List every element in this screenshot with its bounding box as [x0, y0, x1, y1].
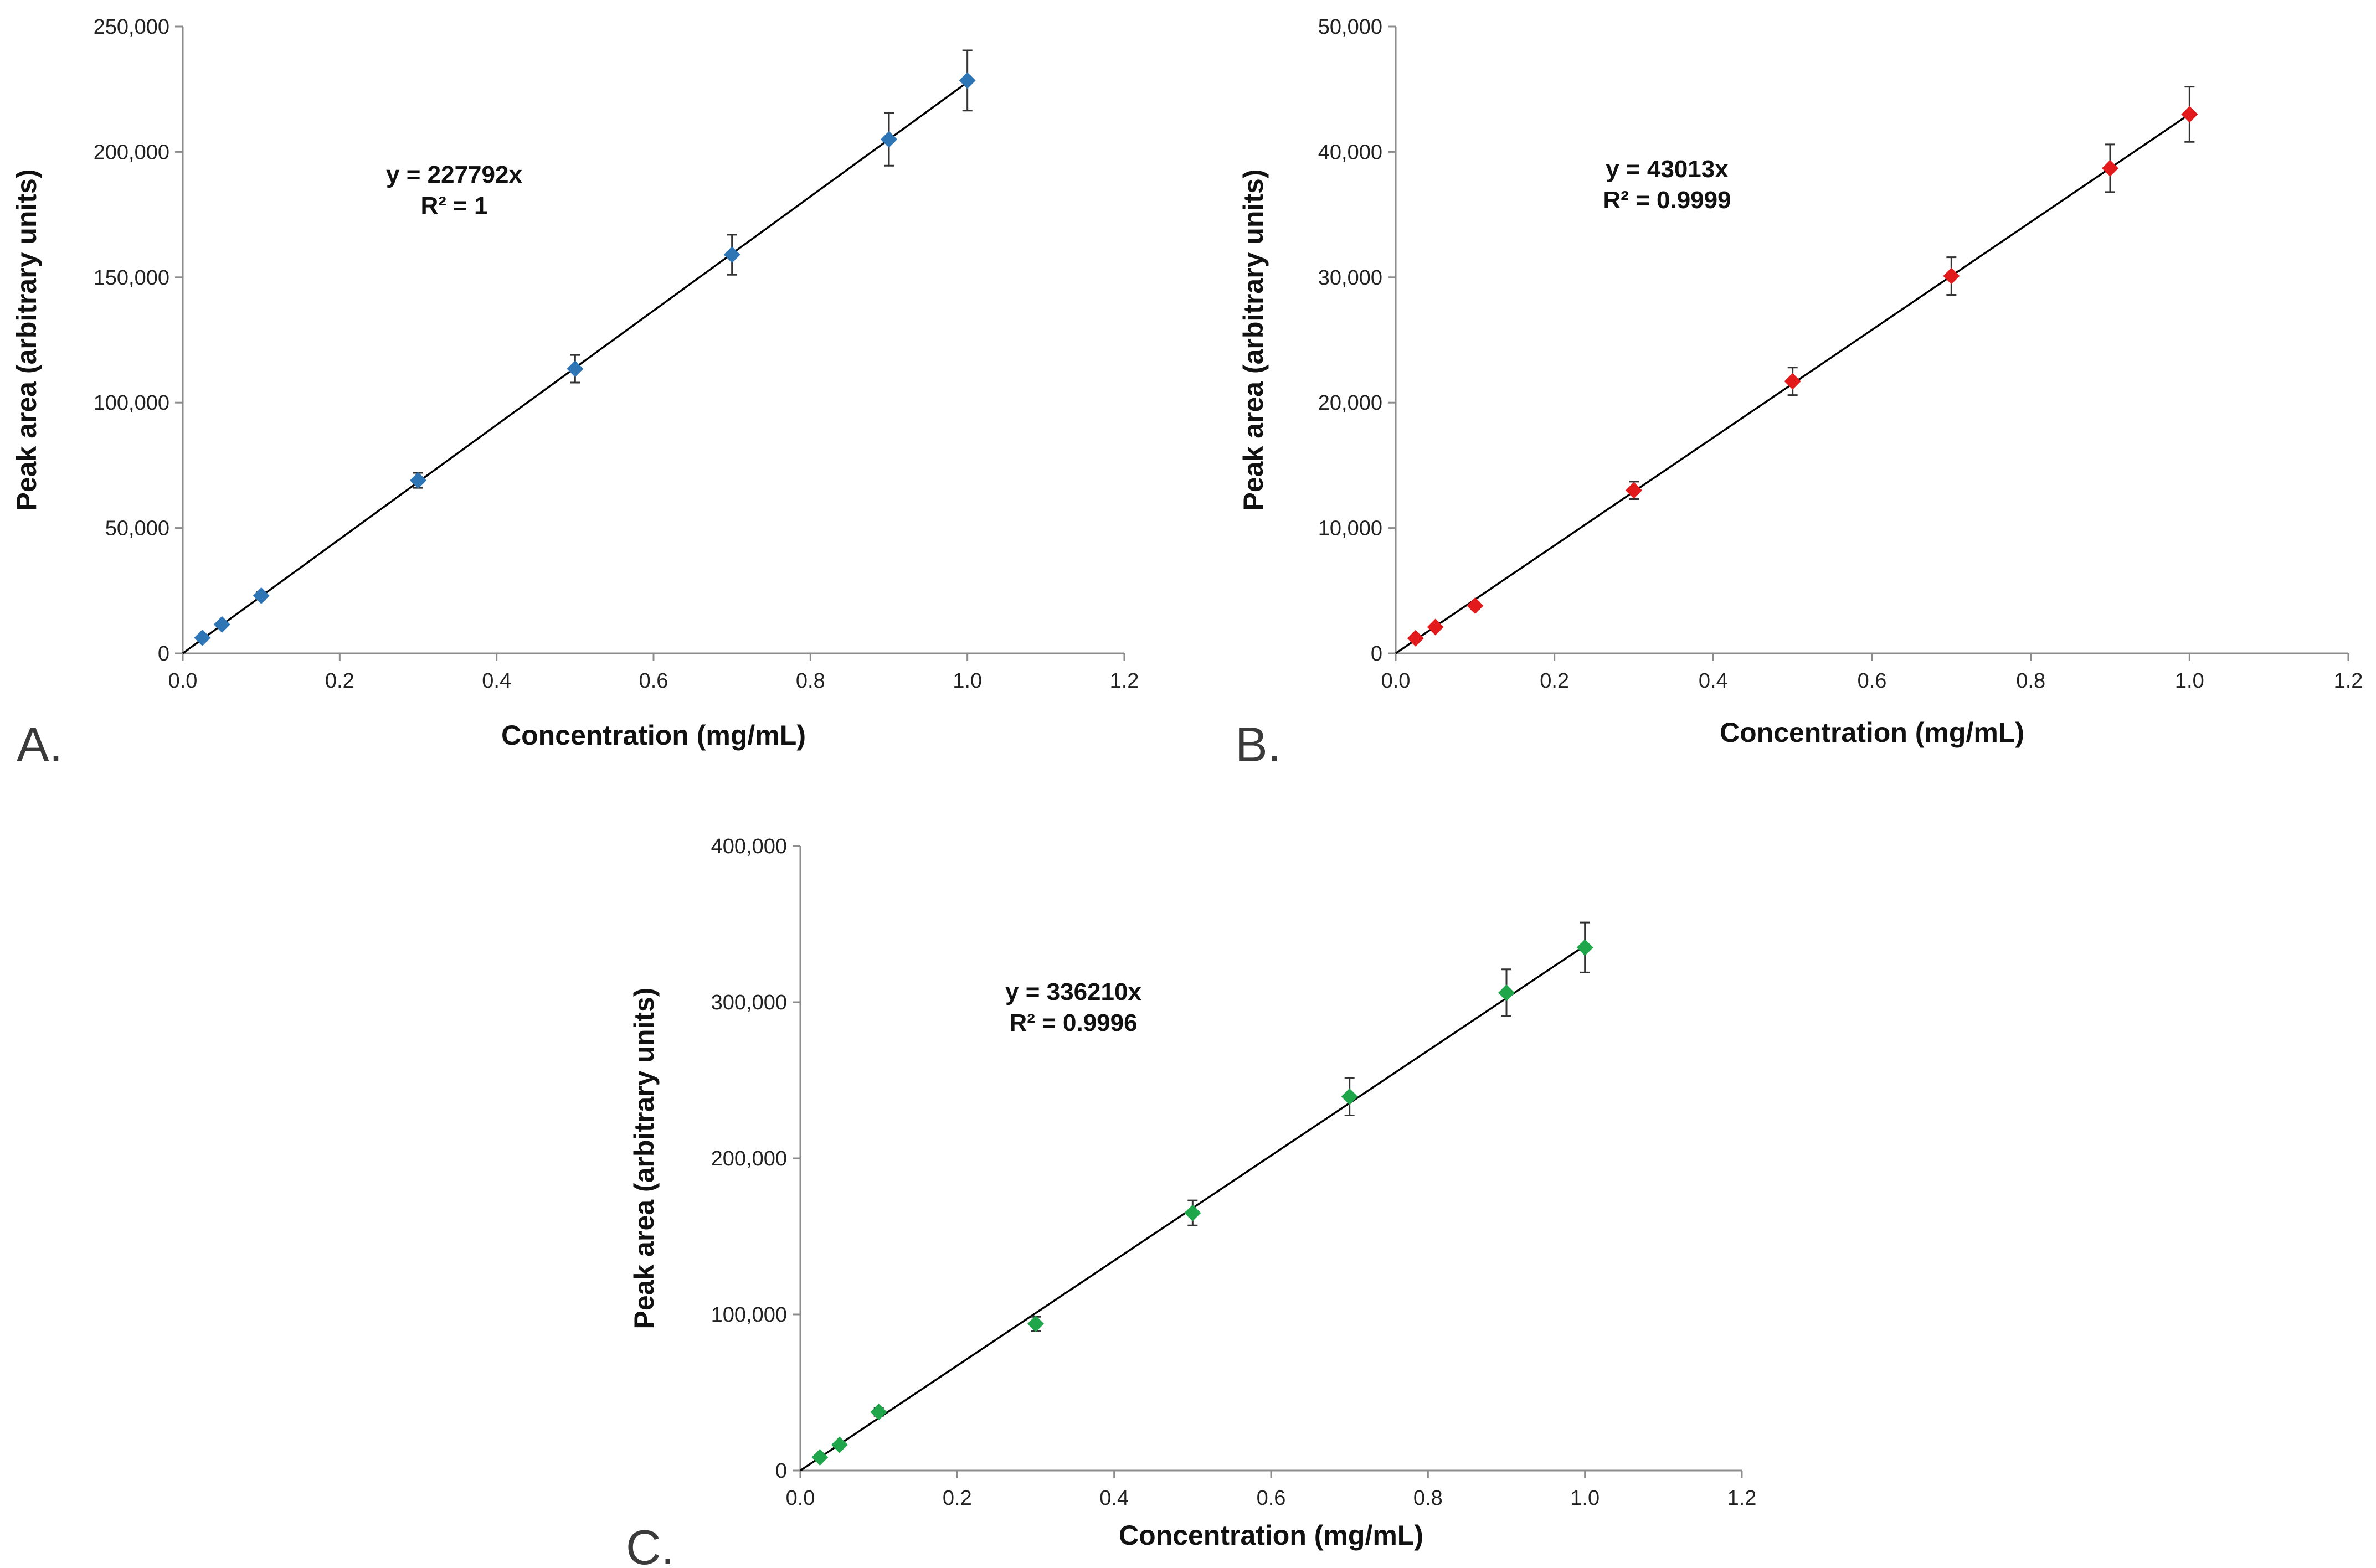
chart-panel-a: 0 50,000 100,000 150,000 200,000 250,000 0.0 0.…	[11, 16, 1139, 772]
y-tick-label: 400,000	[711, 835, 787, 858]
x-tick-label: 1.2	[1727, 1487, 1757, 1510]
y-tick-label: 250,000	[94, 16, 169, 39]
r-squared-value: R² = 0.9999	[1603, 187, 1731, 214]
data-point	[1784, 373, 1801, 390]
data-point	[1943, 267, 1960, 285]
data-point	[1576, 939, 1593, 956]
x-tick-label: 0.8	[1413, 1487, 1443, 1510]
data-point	[213, 616, 230, 633]
chart-panel-b: 0 10,000 20,000 30,000 40,000 50,000 0.0 0.2 0.4…	[1235, 16, 2363, 772]
data-point	[1027, 1315, 1044, 1332]
x-tick-label: 1.0	[2175, 669, 2204, 693]
x-tick-label: 0.0	[786, 1487, 815, 1510]
chart-panel-c: 0 100,000 200,000 300,000 400,000 0.0 0.2 0.4 0.…	[626, 835, 1756, 1568]
x-tick-label: 0.4	[1699, 669, 1728, 693]
x-axis-title: Concentration (mg/mL)	[501, 720, 806, 751]
r-squared-value: R² = 0.9996	[1009, 1009, 1137, 1036]
x-tick-label: 0.0	[168, 669, 198, 693]
x-tick-label: 0.2	[325, 669, 354, 693]
x-tick-label: 1.0	[953, 669, 982, 693]
data-point	[811, 1449, 829, 1466]
data-point	[1341, 1088, 1358, 1105]
y-tick-label: 20,000	[1318, 391, 1382, 415]
x-tick-label: 1.2	[2334, 669, 2363, 693]
x-tick-label: 0.2	[943, 1487, 972, 1510]
y-axis-title: Peak area (arbitrary units)	[11, 169, 42, 511]
trendline-equation: y = 43013x	[1606, 156, 1729, 183]
y-tick-label: 100,000	[94, 391, 169, 415]
x-tick-label: 0.2	[1540, 669, 1569, 693]
y-tick-label: 200,000	[94, 141, 169, 164]
trendline-equation: y = 336210x	[1005, 978, 1141, 1005]
data-point	[1498, 984, 1515, 1002]
data-point	[2181, 106, 2198, 123]
x-tick-label: 0.8	[796, 669, 825, 693]
r-squared-value: R² = 1	[420, 192, 487, 219]
x-tick-label: 0.6	[639, 669, 668, 693]
panel-label: C.	[626, 1520, 675, 1568]
data-point	[1427, 618, 1444, 636]
data-point	[881, 131, 897, 148]
y-tick-label: 300,000	[711, 991, 787, 1014]
y-tick-label: 50,000	[105, 517, 169, 540]
y-tick-label: 0	[158, 642, 169, 666]
trendline-equation: y = 227792x	[386, 161, 522, 188]
panel-label: A.	[17, 717, 63, 772]
data-point	[1407, 630, 1424, 647]
data-point	[1467, 597, 1484, 614]
y-tick-label: 30,000	[1318, 266, 1382, 290]
data-point	[831, 1436, 848, 1453]
panel-label: B.	[1235, 717, 1281, 772]
y-axis-title: Peak area (arbitrary units)	[1238, 169, 1269, 511]
y-tick-label: 0	[775, 1459, 787, 1483]
data-point	[1626, 482, 1642, 499]
y-tick-label: 150,000	[94, 266, 169, 290]
x-axis-title: Concentration (mg/mL)	[1720, 717, 2024, 748]
x-tick-label: 0.4	[1099, 1487, 1129, 1510]
x-tick-label: 0.0	[1381, 669, 1411, 693]
y-tick-label: 100,000	[711, 1303, 787, 1327]
data-point	[959, 72, 976, 89]
x-axis-title: Concentration (mg/mL)	[1119, 1520, 1423, 1551]
y-axis-title: Peak area (arbitrary units)	[629, 988, 660, 1329]
x-tick-label: 1.2	[1110, 669, 1139, 693]
data-point	[870, 1404, 887, 1421]
y-tick-label: 50,000	[1318, 16, 1382, 39]
y-tick-label: 200,000	[711, 1147, 787, 1170]
data-point	[253, 587, 270, 604]
x-tick-label: 0.4	[482, 669, 511, 693]
y-tick-label: 0	[1371, 642, 1382, 666]
data-point	[1184, 1204, 1201, 1221]
x-tick-label: 1.0	[1570, 1487, 1600, 1510]
y-tick-label: 40,000	[1318, 141, 1382, 164]
x-tick-label: 0.8	[2016, 669, 2045, 693]
data-point	[194, 629, 211, 646]
data-point	[567, 360, 584, 378]
x-tick-label: 0.6	[1858, 669, 1887, 693]
data-point	[410, 472, 426, 489]
y-tick-label: 10,000	[1318, 517, 1382, 540]
x-tick-label: 0.6	[1257, 1487, 1286, 1510]
data-point	[723, 246, 740, 264]
data-point	[2102, 159, 2118, 177]
